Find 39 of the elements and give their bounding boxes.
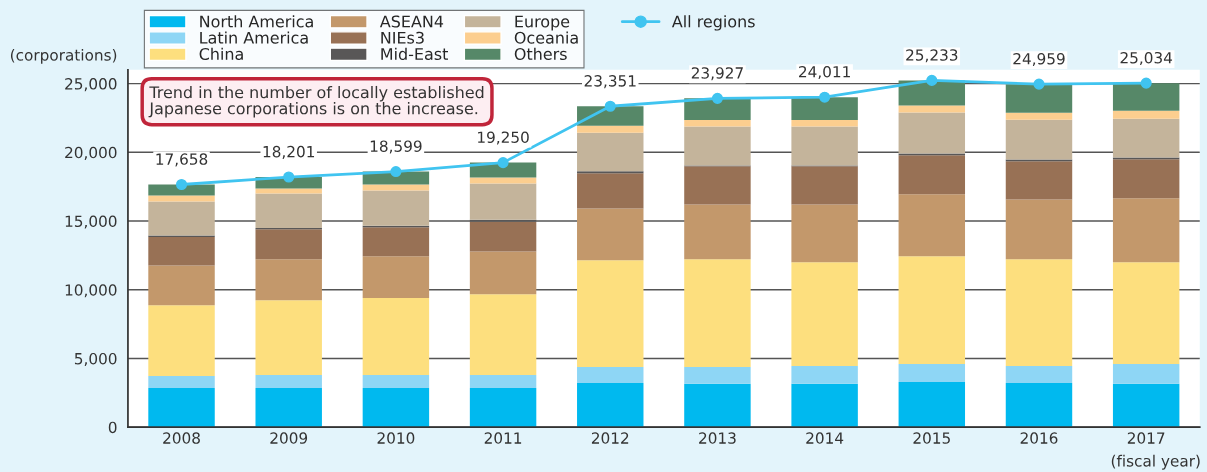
x-axis-title: (fiscal year) (1111, 454, 1200, 470)
y-tick-label: 5,000 (74, 352, 117, 367)
x-tick-label: 2008 (163, 432, 200, 444)
data-label: 17,658 (156, 153, 208, 167)
data-label: 24,011 (799, 66, 850, 80)
x-tick-label: 2016 (1020, 432, 1058, 444)
x-tick-label: 2009 (270, 432, 308, 444)
y-tick-label: 25,000 (65, 78, 117, 92)
x-tick-label: 2011 (484, 432, 522, 444)
legend-label: Latin America (200, 31, 308, 44)
data-label: 23,927 (691, 67, 743, 81)
legend-label: Oceania (514, 31, 578, 44)
x-tick-label: 2013 (699, 432, 736, 444)
y-tick-label: 20,000 (65, 146, 117, 160)
data-label: 18,201 (263, 145, 315, 159)
data-label: 25,034 (1120, 51, 1173, 66)
y-tick-label: 15,000 (65, 215, 117, 229)
legend-label: NIEs3 (381, 31, 424, 44)
legend-label: Others (514, 47, 567, 61)
y-axis-title: (corporations) (10, 48, 117, 64)
x-tick-label: 2015 (913, 432, 950, 444)
data-label: 18,599 (370, 140, 422, 154)
y-tick-label: 10,000 (65, 284, 117, 298)
data-label: 24,959 (1013, 52, 1065, 67)
legend-label: All regions (671, 15, 755, 31)
data-label: 19,250 (478, 131, 529, 145)
x-tick-label: 2017 (1127, 432, 1165, 444)
x-tick-label: 2010 (377, 432, 415, 444)
y-tick-label: 0 (108, 421, 117, 434)
data-label: 23,351 (584, 75, 636, 89)
data-label: 25,233 (906, 49, 958, 63)
annotation: Trend in the number of locally established Japanese corporations is on the increase. (148, 85, 484, 118)
legend-label: Europe (515, 15, 570, 31)
legend-label: Mid-East (381, 47, 448, 61)
x-tick-label: 2012 (591, 432, 629, 444)
legend-label: North America (200, 15, 313, 28)
legend-label: China (199, 47, 243, 61)
legend-label: ASEAN4 (379, 15, 444, 28)
x-tick-label: 2014 (806, 432, 844, 444)
